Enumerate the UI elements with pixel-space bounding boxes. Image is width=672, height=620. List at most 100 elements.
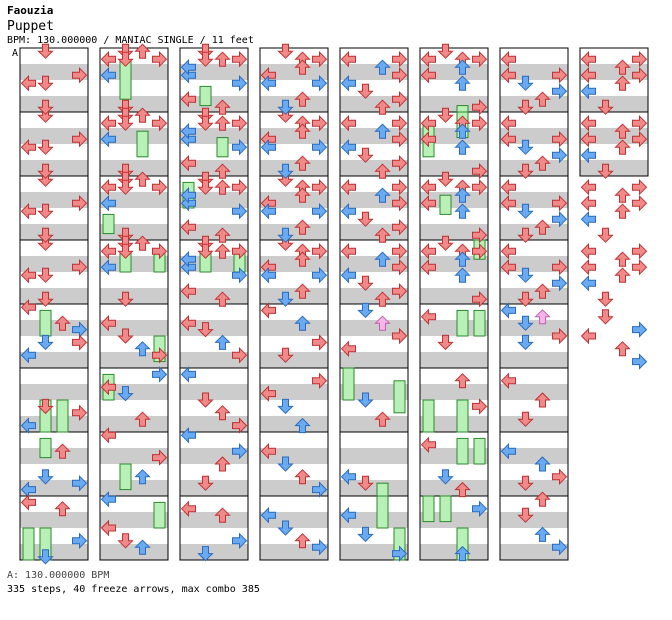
arrow-down-icon bbox=[197, 115, 214, 131]
arrow-right-icon bbox=[232, 532, 248, 550]
beat-stripe bbox=[500, 448, 568, 464]
arrow-right-icon bbox=[632, 321, 648, 338]
freeze-arrow bbox=[456, 309, 469, 337]
arrow-right-icon bbox=[232, 74, 248, 92]
beat-stripe bbox=[500, 384, 568, 400]
arrow-up-icon bbox=[294, 417, 311, 434]
beat-stripe bbox=[500, 96, 568, 112]
arrow-right-icon bbox=[312, 114, 328, 132]
arrow-right-icon bbox=[632, 353, 648, 370]
arrow-right-icon bbox=[632, 242, 648, 260]
arrow-left-icon bbox=[100, 378, 116, 396]
beat-stripe bbox=[340, 224, 408, 240]
arrow-up-icon bbox=[134, 235, 151, 251]
beat-stripe bbox=[340, 448, 408, 464]
beat-stripe bbox=[260, 416, 328, 432]
freeze-arrow bbox=[22, 527, 35, 561]
arrow-down-icon bbox=[357, 392, 374, 408]
freeze-arrow bbox=[56, 399, 69, 433]
arrow-down-icon bbox=[517, 291, 534, 307]
arrow-down-icon bbox=[517, 75, 534, 91]
arrow-down-icon bbox=[277, 456, 294, 472]
beat-stripe bbox=[20, 192, 88, 208]
arrow-down-icon bbox=[517, 315, 534, 331]
measure-box bbox=[419, 495, 489, 561]
arrow-right-icon bbox=[552, 274, 568, 292]
arrow-right-icon bbox=[72, 194, 88, 212]
beat-stripe bbox=[500, 320, 568, 336]
beat-stripe bbox=[100, 64, 168, 80]
arrow-right-icon bbox=[552, 194, 568, 212]
beat-stripe bbox=[340, 544, 408, 560]
arrow-up-icon bbox=[294, 469, 311, 485]
arrow-right-icon bbox=[472, 114, 488, 132]
arrow-right-icon bbox=[552, 327, 568, 345]
arrow-down-icon bbox=[357, 147, 374, 163]
arrow-right-icon bbox=[72, 532, 88, 550]
arrow-left-icon bbox=[340, 74, 356, 92]
arrow-up-icon bbox=[374, 163, 391, 179]
arrow-up-icon bbox=[214, 179, 231, 195]
arrow-right-icon bbox=[472, 50, 488, 68]
arrow-left-icon bbox=[340, 340, 356, 358]
arrow-left-icon bbox=[100, 114, 116, 132]
arrow-left-icon bbox=[420, 194, 436, 212]
beat-stripe bbox=[20, 160, 88, 176]
arrow-up-icon bbox=[454, 203, 471, 219]
beat-stripe bbox=[180, 64, 248, 80]
beat-stripe bbox=[20, 64, 88, 80]
arrow-right-icon bbox=[392, 178, 408, 196]
arrow-down-icon bbox=[437, 107, 454, 123]
arrow-up-icon bbox=[294, 187, 311, 203]
arrow-right-icon bbox=[72, 474, 88, 492]
arrow-down-icon bbox=[197, 392, 214, 408]
beat-stripe bbox=[260, 224, 328, 240]
arrow-left-icon bbox=[20, 346, 36, 364]
freeze-arrow bbox=[136, 130, 149, 158]
artist-name: Faouzia bbox=[7, 4, 54, 17]
arrow-right-icon bbox=[312, 50, 328, 68]
arrow-left-icon bbox=[180, 90, 196, 108]
measure-box bbox=[179, 495, 249, 561]
beat-stripe bbox=[340, 64, 408, 80]
arrow-up-icon bbox=[454, 545, 471, 562]
arrow-up-icon bbox=[134, 411, 151, 427]
beat-stripe bbox=[420, 224, 488, 240]
arrow-right-icon bbox=[312, 334, 328, 351]
arrow-up-icon bbox=[534, 309, 551, 325]
arrow-right-icon bbox=[392, 66, 408, 84]
arrow-left-icon bbox=[420, 308, 436, 326]
arrow-left-icon bbox=[260, 202, 276, 220]
arrow-up-icon bbox=[374, 411, 391, 427]
arrow-up-icon bbox=[374, 59, 391, 75]
beat-stripe bbox=[260, 512, 328, 528]
beat-stripe bbox=[260, 192, 328, 208]
arrow-right-icon bbox=[152, 449, 168, 466]
arrow-down-icon bbox=[197, 179, 214, 195]
arrow-left-icon bbox=[100, 242, 116, 260]
arrow-left-icon bbox=[420, 178, 436, 196]
arrow-right-icon bbox=[312, 138, 328, 156]
beat-stripe bbox=[20, 352, 88, 368]
freeze-arrow bbox=[153, 501, 166, 529]
arrow-down-icon bbox=[517, 227, 534, 243]
arrow-right-icon bbox=[632, 258, 648, 276]
chart-info: BPM: 130.000000 / MANIAC SINGLE / 11 fee… bbox=[7, 35, 254, 46]
arrow-left-icon bbox=[260, 442, 276, 460]
beat-stripe bbox=[20, 512, 88, 528]
arrow-up-icon bbox=[614, 123, 631, 139]
arrow-up-icon bbox=[614, 139, 631, 155]
beat-stripe bbox=[20, 288, 88, 304]
arrow-right-icon bbox=[312, 178, 328, 196]
beat-stripe bbox=[260, 64, 328, 80]
beat-stripe bbox=[420, 384, 488, 400]
arrow-left-icon bbox=[340, 114, 356, 132]
beat-stripe bbox=[100, 192, 168, 208]
arrow-left-icon bbox=[260, 266, 276, 284]
beat-stripe bbox=[180, 416, 248, 432]
arrow-left-icon bbox=[20, 74, 36, 92]
freeze-arrow bbox=[216, 137, 229, 158]
arrow-left-icon bbox=[500, 242, 516, 260]
arrow-right-icon bbox=[392, 194, 408, 212]
